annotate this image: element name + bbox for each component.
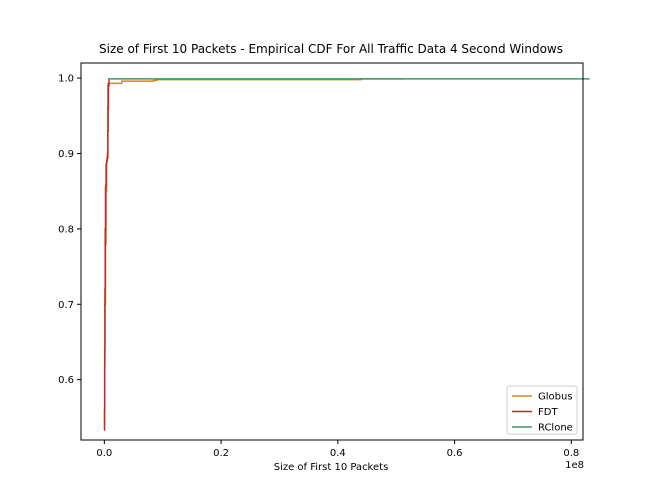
x-axis-offset-label: 1e8 — [565, 460, 584, 471]
series-line-fdt — [103, 78, 110, 431]
x-tick-label: 0.0 — [96, 448, 112, 459]
y-tick-label: 0.8 — [58, 224, 74, 235]
x-axis-label: Size of First 10 Packets — [274, 462, 389, 473]
x-tick-label: 0.4 — [330, 448, 346, 459]
plot-frame — [80, 62, 584, 441]
y-tick-label: 0.6 — [58, 375, 74, 386]
legend-label-rclone: RClone — [538, 423, 573, 434]
x-axis: 0.0 0.2 0.4 0.6 0.8 — [96, 440, 579, 459]
series-line-rclone — [108, 78, 590, 80]
y-tick-label: 0.9 — [58, 149, 74, 160]
y-tick-label: 0.7 — [58, 300, 74, 311]
y-tick-label: 1.0 — [58, 74, 74, 85]
x-tick-label: 0.8 — [563, 448, 579, 459]
legend: Globus FDT RClone — [506, 385, 578, 435]
chart-title: Size of First 10 Packets - Empirical CDF… — [99, 42, 563, 56]
x-tick-label: 0.2 — [213, 448, 229, 459]
x-tick-label: 0.6 — [447, 448, 463, 459]
legend-box — [506, 385, 578, 435]
y-axis: 0.6 0.7 0.8 0.9 1.0 — [58, 74, 81, 386]
legend-label-fdt: FDT — [538, 407, 558, 418]
legend-label-globus: Globus — [538, 392, 573, 403]
